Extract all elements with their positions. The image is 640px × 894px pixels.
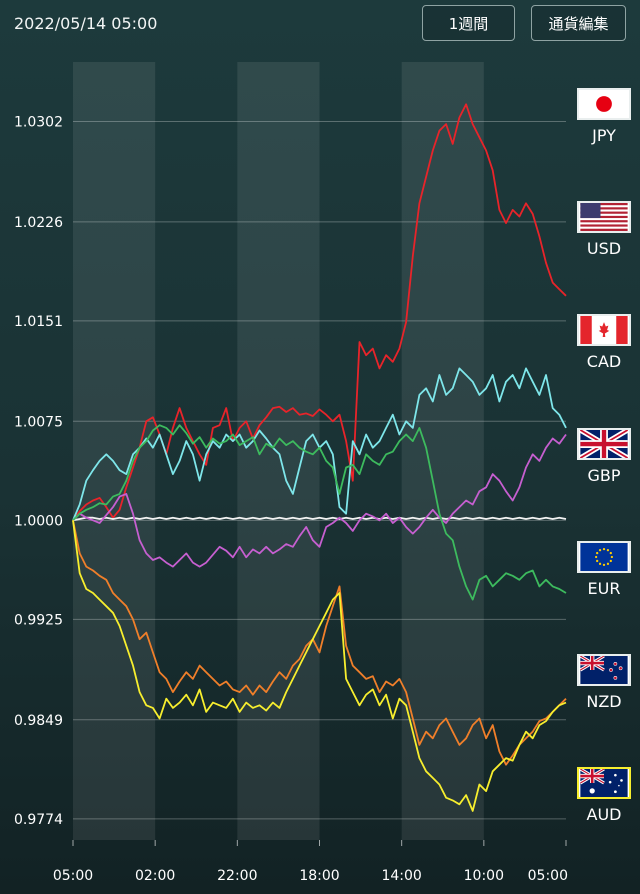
eu-flag-icon — [577, 541, 631, 573]
x-tick-label: 05:00 — [528, 868, 568, 884]
series-line-gbp — [72, 433, 567, 568]
series-line-jpy — [72, 103, 567, 521]
x-axis-ticks: 05:00 02:00 22:00 18:00 14:00 10:00 05:00 — [53, 840, 568, 884]
usa-flag-icon — [577, 201, 631, 233]
australia-flag-icon — [577, 767, 631, 799]
y-tick-label: 1.0151 — [14, 314, 63, 330]
uk-flag-icon — [577, 428, 631, 460]
legend-label-nzd: NZD — [586, 692, 622, 711]
x-tick-label: 18:00 — [299, 868, 339, 884]
y-tick-label: 1.0075 — [14, 414, 63, 430]
legend-label-gbp: GBP — [587, 466, 621, 485]
y-tick-label: 0.9849 — [14, 713, 63, 729]
y-tick-label: 1.0302 — [14, 114, 63, 130]
legend-label-aud: AUD — [586, 805, 622, 824]
time-band — [237, 62, 320, 840]
legend-item-usd[interactable]: USD — [575, 201, 633, 258]
legend-item-gbp[interactable]: GBP — [575, 428, 633, 485]
period-button[interactable]: 1週間 — [422, 5, 515, 41]
new-zealand-flag-icon — [577, 654, 631, 686]
grid-lines — [73, 120, 566, 820]
legend-item-jpy[interactable]: JPY — [575, 88, 633, 145]
series-line-nzd — [72, 520, 567, 766]
x-tick-label: 05:00 — [53, 868, 93, 884]
time-band — [73, 62, 156, 840]
legend-label-cad: CAD — [586, 352, 622, 371]
series-line-aud — [72, 520, 567, 812]
japan-flag-icon — [577, 88, 631, 120]
legend-item-cad[interactable]: CAD — [575, 314, 633, 371]
y-tick-label: 1.0000 — [14, 513, 63, 529]
legend-item-aud[interactable]: AUD — [575, 767, 633, 824]
series-lines — [72, 103, 567, 812]
y-tick-label: 0.9774 — [14, 812, 63, 828]
legend-item-eur[interactable]: EUR — [575, 541, 633, 598]
legend-label-usd: USD — [586, 239, 622, 258]
time-band — [401, 62, 484, 840]
x-tick-label: 02:00 — [135, 868, 175, 884]
series-line-usd — [72, 516, 567, 522]
legend-label-jpy: JPY — [592, 126, 616, 145]
legend-item-nzd[interactable]: NZD — [575, 654, 633, 711]
y-axis-ticks: 1.0302 1.0226 1.0151 1.0075 1.0000 0.9925 0.98… — [14, 114, 63, 827]
currency-edit-button[interactable]: 通貨編集 — [531, 5, 626, 41]
time-bands — [73, 62, 484, 840]
x-tick-label: 14:00 — [381, 868, 421, 884]
datetime-label: 2022/05/14 05:00 — [14, 14, 158, 33]
series-line-eur — [72, 424, 567, 601]
y-tick-label: 0.9925 — [14, 612, 63, 628]
x-tick-label: 10:00 — [464, 868, 504, 884]
canada-flag-icon — [577, 314, 631, 346]
legend-label-eur: EUR — [587, 579, 621, 598]
y-tick-label: 1.0226 — [14, 215, 63, 231]
x-tick-label: 22:00 — [217, 868, 257, 884]
